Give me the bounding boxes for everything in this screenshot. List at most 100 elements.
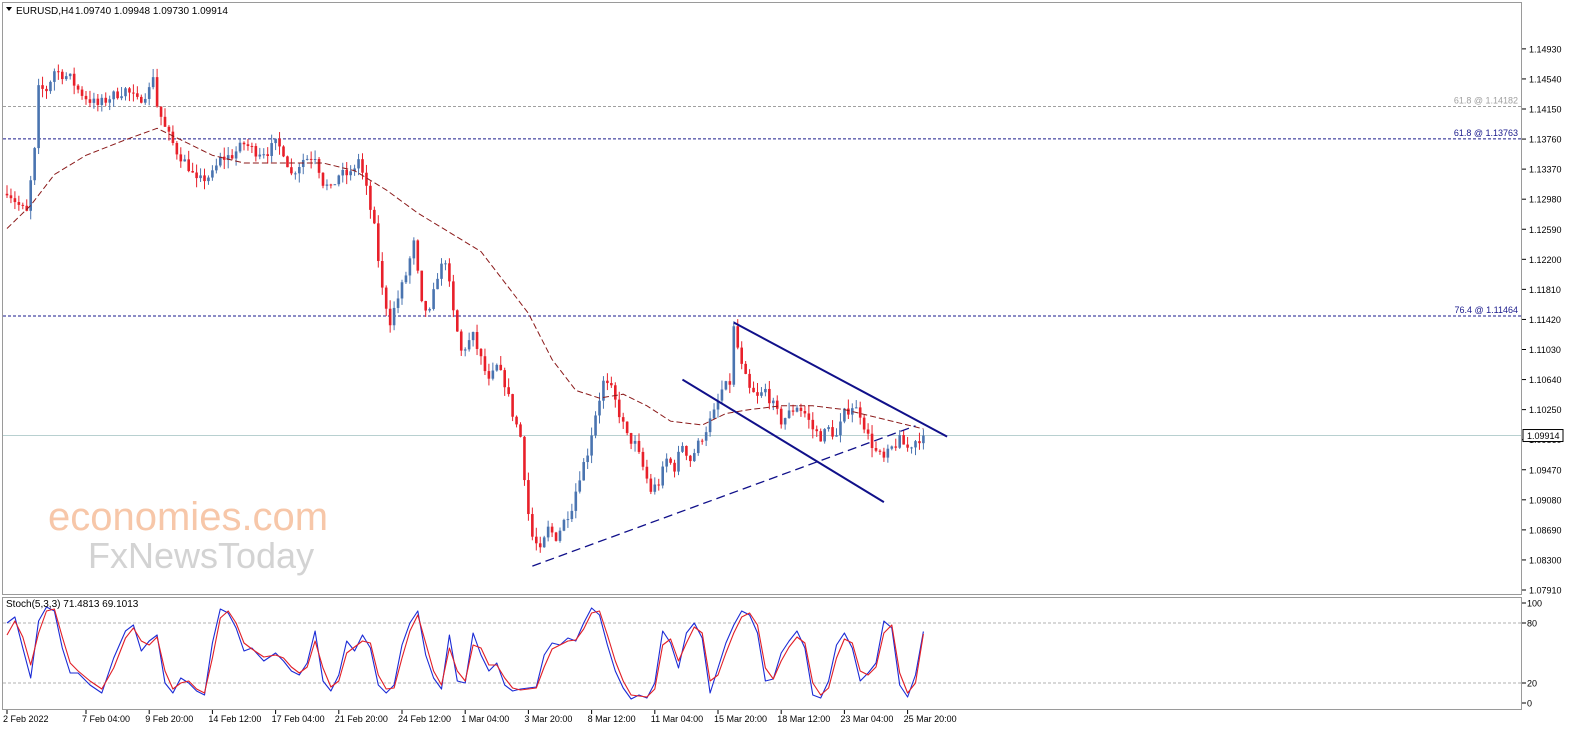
candle — [819, 428, 822, 442]
candle — [128, 87, 131, 102]
candle — [49, 80, 52, 94]
candle — [645, 459, 649, 484]
x-tick-label: 18 Mar 12:00 — [777, 714, 830, 724]
candle — [155, 68, 159, 108]
candle — [724, 380, 728, 391]
candle — [116, 87, 119, 100]
candle — [329, 183, 333, 189]
candle — [373, 206, 376, 225]
candle — [68, 73, 72, 80]
channel-line[interactable] — [733, 321, 948, 438]
candle — [41, 76, 44, 98]
fib-level-label: 61.8 @ 1.14182 — [1454, 96, 1518, 106]
candle — [653, 477, 657, 495]
ohlc-label: 1.09740 1.09948 1.09730 1.09914 — [75, 6, 228, 17]
y-tick-label: 1.10640 — [1529, 375, 1562, 385]
candle — [384, 285, 388, 317]
candle — [266, 147, 269, 164]
candle — [562, 518, 566, 532]
candle — [918, 432, 921, 450]
candle — [740, 341, 743, 370]
candle — [195, 164, 198, 188]
x-tick-label: 25 Mar 20:00 — [904, 714, 957, 724]
candle — [760, 387, 763, 398]
candle — [665, 453, 668, 473]
candle — [728, 373, 732, 394]
candle — [712, 403, 716, 420]
candle — [305, 155, 309, 161]
candle — [614, 382, 617, 408]
candle — [633, 435, 637, 452]
candle — [309, 151, 313, 169]
candle — [590, 427, 593, 464]
candle — [400, 279, 404, 305]
y-tick-label: 1.07910 — [1529, 586, 1562, 596]
candle — [61, 69, 64, 85]
candle — [274, 138, 277, 151]
candle — [550, 523, 554, 538]
candle — [874, 441, 878, 453]
candle — [858, 401, 862, 425]
candle — [80, 86, 84, 100]
candle — [92, 92, 96, 109]
y-tick-label: 1.10250 — [1529, 405, 1562, 415]
candle — [689, 454, 692, 467]
candle — [681, 442, 684, 453]
candle — [159, 106, 163, 126]
candle — [211, 165, 214, 181]
y-tick-label: 1.14150 — [1529, 105, 1562, 115]
candle — [843, 407, 846, 424]
candle — [17, 195, 21, 211]
candle — [432, 282, 435, 311]
support-trendline[interactable] — [532, 425, 916, 567]
stoch-tick-label: 100 — [1527, 599, 1542, 609]
candle — [53, 68, 56, 91]
candle — [554, 531, 558, 542]
candle — [45, 85, 48, 99]
candle — [851, 403, 854, 423]
trendlines[interactable] — [532, 321, 948, 567]
main-pane-frame — [2, 2, 1522, 595]
candle — [870, 425, 874, 458]
candle — [479, 347, 483, 365]
candle — [167, 125, 171, 141]
candle — [862, 414, 866, 434]
x-tick-label: 21 Feb 20:00 — [335, 714, 388, 724]
candle — [226, 147, 230, 169]
candle — [207, 175, 210, 185]
candle — [594, 411, 597, 439]
candle — [693, 448, 696, 462]
candle — [704, 426, 708, 447]
candle — [783, 417, 787, 430]
candle — [910, 446, 913, 454]
y-tick-label: 1.11420 — [1529, 315, 1561, 325]
candle — [290, 158, 293, 176]
candle — [602, 376, 605, 409]
candle — [839, 413, 842, 443]
candle — [258, 147, 262, 160]
candle — [582, 458, 585, 481]
candle — [535, 527, 538, 551]
candle — [570, 503, 574, 523]
candle — [238, 138, 242, 154]
candle — [234, 146, 238, 166]
candle — [444, 260, 447, 271]
candle — [349, 165, 352, 181]
candle — [507, 378, 510, 397]
candle — [325, 179, 329, 191]
y-tick-label: 1.12200 — [1529, 255, 1562, 265]
candle — [37, 78, 40, 155]
candle — [906, 436, 909, 452]
candle — [33, 146, 36, 185]
candle — [503, 367, 506, 396]
candle — [752, 381, 755, 393]
candle — [282, 145, 285, 158]
channel-line[interactable] — [681, 378, 885, 503]
candle — [574, 483, 578, 519]
candle — [21, 202, 25, 210]
current-price-label: 1.09914 — [1527, 431, 1560, 441]
chart-header: EURUSD,H4 1.09740 1.09948 1.09730 1.0991… — [6, 6, 228, 17]
candle — [377, 215, 380, 268]
candle — [621, 412, 625, 429]
